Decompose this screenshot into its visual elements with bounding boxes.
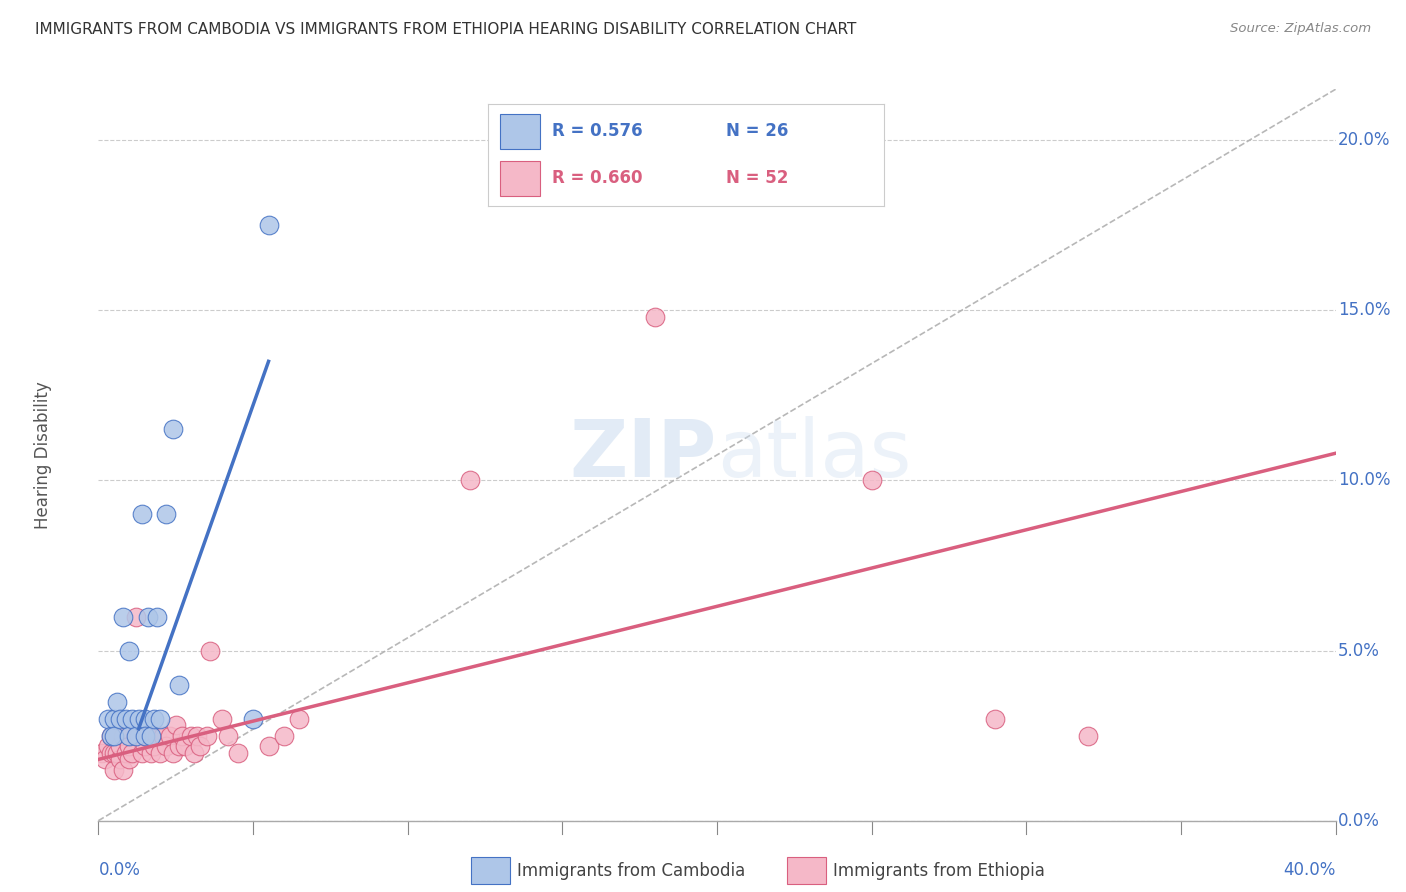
Point [186, 729, 208, 743]
Point [136, 729, 159, 743]
Point [136, 609, 159, 624]
Point [198, 643, 221, 657]
Point [159, 729, 181, 743]
Point [190, 739, 212, 753]
Point [108, 712, 131, 726]
Text: 10.0%: 10.0% [1339, 472, 1391, 490]
Point [183, 746, 205, 760]
Point [167, 677, 190, 691]
Point [257, 739, 280, 753]
Point [211, 712, 233, 726]
Point [170, 729, 193, 743]
Text: 40.0%: 40.0% [1284, 862, 1336, 880]
Point [121, 712, 143, 726]
Point [242, 712, 264, 726]
Point [93, 752, 115, 766]
Point [143, 712, 166, 726]
Point [131, 508, 153, 522]
Point [162, 746, 184, 760]
Point [149, 712, 172, 726]
Point [288, 712, 311, 726]
Text: 15.0%: 15.0% [1339, 301, 1391, 319]
Point [128, 712, 150, 726]
Point [97, 739, 120, 753]
Point [134, 712, 156, 726]
Point [146, 729, 169, 743]
Point [180, 729, 202, 743]
Point [146, 609, 169, 624]
Point [984, 712, 1007, 726]
Point [217, 729, 239, 743]
Point [112, 609, 135, 624]
Point [226, 746, 249, 760]
Text: 20.0%: 20.0% [1339, 131, 1391, 149]
Point [165, 718, 187, 732]
Point [105, 746, 128, 760]
Point [155, 739, 177, 753]
Point [100, 746, 122, 760]
Point [105, 695, 128, 709]
Point [121, 746, 143, 760]
Point [112, 729, 135, 743]
Text: ZIP: ZIP [569, 416, 717, 494]
Point [162, 422, 184, 436]
Point [152, 729, 174, 743]
Text: Source: ZipAtlas.com: Source: ZipAtlas.com [1230, 22, 1371, 36]
Bar [787, 857, 827, 884]
Point [112, 763, 135, 777]
Point [644, 310, 666, 325]
Point [124, 609, 146, 624]
Point [118, 752, 141, 766]
Point [115, 746, 138, 760]
Point [195, 729, 218, 743]
Point [134, 729, 156, 743]
Text: 0.0%: 0.0% [1339, 812, 1381, 830]
Point [139, 746, 162, 760]
Point [155, 508, 177, 522]
Bar [471, 857, 510, 884]
Point [100, 729, 122, 743]
Point [131, 746, 153, 760]
Point [90, 746, 112, 760]
Point [100, 729, 122, 743]
Point [860, 474, 883, 488]
Text: 5.0%: 5.0% [1339, 641, 1381, 659]
Point [273, 729, 295, 743]
Point [118, 729, 141, 743]
Point [103, 729, 125, 743]
Point [134, 729, 156, 743]
Point [108, 752, 131, 766]
Point [139, 729, 162, 743]
Point [458, 474, 481, 488]
Point [103, 763, 125, 777]
Text: atlas: atlas [717, 416, 911, 494]
Point [118, 643, 141, 657]
Point [174, 739, 197, 753]
Point [97, 712, 120, 726]
Point [108, 739, 131, 753]
Point [143, 739, 166, 753]
Point [124, 729, 146, 743]
Point [103, 712, 125, 726]
Point [128, 729, 150, 743]
Point [134, 739, 156, 753]
Text: 0.0%: 0.0% [98, 862, 141, 880]
Point [115, 712, 138, 726]
Point [118, 739, 141, 753]
Point [1077, 729, 1099, 743]
Point [167, 739, 190, 753]
Text: Immigrants from Cambodia: Immigrants from Cambodia [517, 862, 745, 880]
Text: Immigrants from Ethiopia: Immigrants from Ethiopia [832, 862, 1045, 880]
Point [103, 746, 125, 760]
Point [257, 219, 280, 233]
Point [149, 746, 172, 760]
Text: Hearing Disability: Hearing Disability [34, 381, 52, 529]
Point [124, 729, 146, 743]
Text: IMMIGRANTS FROM CAMBODIA VS IMMIGRANTS FROM ETHIOPIA HEARING DISABILITY CORRELAT: IMMIGRANTS FROM CAMBODIA VS IMMIGRANTS F… [35, 22, 856, 37]
